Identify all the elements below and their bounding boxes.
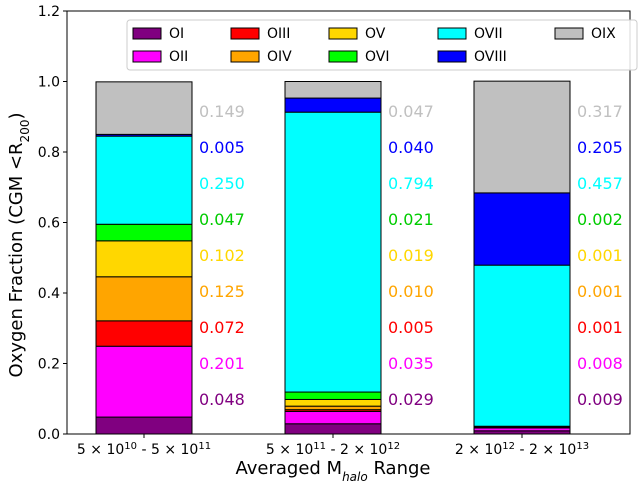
- value-label-oiii-3: 0.001: [577, 318, 623, 337]
- legend-label-ov: OV: [365, 26, 386, 42]
- y-tick-label: 0.2: [38, 357, 60, 373]
- bar-segment-oii-2: [284, 410, 382, 425]
- legend-swatch-oi: [132, 27, 162, 40]
- y-axis-title-main: Oxygen Fraction (CGM <R: [6, 142, 27, 377]
- value-label-ovi-2: 0.021: [388, 210, 434, 229]
- x-axis-title-end: Range: [368, 458, 431, 479]
- legend-label-oiii: OIII: [267, 26, 290, 42]
- value-label-ovii-3: 0.457: [577, 174, 623, 193]
- bar-segment-oi-1: [95, 416, 193, 435]
- value-label-oi-3: 0.009: [577, 390, 623, 409]
- x-axis-title-sub: halo: [342, 470, 368, 481]
- legend-label-ovi: OVI: [365, 49, 389, 65]
- legend-label-ovii: OVII: [474, 26, 503, 42]
- legend: OI OII OIII OIV OV OVI OVII OVIII OIX: [126, 19, 638, 71]
- value-label-ovi-1: 0.047: [199, 210, 245, 229]
- value-label-oix-3: 0.317: [577, 102, 623, 121]
- bar-segment-oiv-1: [95, 276, 193, 322]
- bar-segment-oix-2: [284, 81, 382, 99]
- x-tick-base: - 2 × 10: [515, 442, 576, 458]
- x-axis-title-main: Averaged M: [235, 458, 342, 479]
- value-label-ov-2: 0.019: [388, 246, 434, 265]
- bar-segment-ovii-2: [284, 111, 382, 393]
- legend-label-oviii: OVIII: [474, 49, 507, 65]
- x-tick-base: - 5 × 10: [137, 442, 198, 458]
- bar-segment-oix-3: [473, 80, 571, 194]
- x-tick-base: 5 × 10: [77, 442, 124, 458]
- y-tick-label: 1.0: [38, 75, 60, 91]
- value-label-oix-2: 0.047: [388, 102, 434, 121]
- bar-segment-oii-1: [95, 345, 193, 418]
- y-axis-title: Oxygen Fraction (CGM <R200): [6, 113, 32, 378]
- plot-area: 0.149 0.005 0.250 0.047 0.102 0.125 0.072 0.201…: [95, 80, 623, 435]
- value-label-oii-2: 0.035: [388, 354, 434, 373]
- value-label-oi-1: 0.048: [199, 390, 245, 409]
- bar-segment-ovi-1: [95, 223, 193, 242]
- y-tick-label: 0.4: [38, 286, 60, 302]
- legend-swatch-oii: [132, 50, 162, 63]
- value-label-oii-1: 0.201: [199, 354, 245, 373]
- x-tick-label: 2 × 1012 - 2 × 1013: [455, 441, 589, 459]
- legend-swatch-oiii: [230, 27, 260, 40]
- value-label-ovi-3: 0.002: [577, 210, 623, 229]
- y-axis-title-end: ): [6, 113, 27, 120]
- value-label-ov-1: 0.102: [199, 246, 245, 265]
- legend-label-oiv: OIV: [267, 49, 292, 65]
- x-tick-label: 5 × 1011 - 2 × 1012: [266, 441, 400, 459]
- bar-segment-ovii-1: [95, 135, 193, 225]
- value-label-oviii-2: 0.040: [388, 138, 434, 157]
- value-label-oiii-2: 0.005: [388, 318, 434, 337]
- value-label-oix-1: 0.149: [199, 102, 245, 121]
- bar-segment-oviii-2: [284, 97, 382, 113]
- x-tick-exponent: 12: [387, 441, 400, 452]
- legend-label-oix: OIX: [591, 26, 616, 42]
- y-tick-label: 1.2: [38, 4, 60, 20]
- y-tick-label: 0.0: [38, 427, 60, 443]
- value-label-oiii-1: 0.072: [199, 318, 245, 337]
- y-axis-title-sub: 200: [18, 120, 32, 143]
- bar-segment-oix-1: [95, 81, 193, 135]
- y-tick-label: 0.6: [38, 216, 60, 232]
- x-tick-base: 5 × 10: [266, 442, 313, 458]
- legend-swatch-ovi: [328, 50, 358, 63]
- bar-segment-oiv-2: [284, 405, 382, 411]
- bar-segment-oi-2: [284, 423, 382, 435]
- legend-swatch-oix: [554, 27, 584, 40]
- value-label-ovii-1: 0.250: [199, 174, 245, 193]
- legend-swatch-ovii: [437, 27, 467, 40]
- x-tick-exponent: 11: [313, 441, 326, 452]
- bar-segment-ov-1: [95, 240, 193, 278]
- x-tick-base: - 2 × 10: [326, 442, 387, 458]
- legend-label-oi: OI: [169, 26, 184, 42]
- value-label-ov-3: 0.001: [577, 246, 623, 265]
- bar-segment-oviii-3: [473, 192, 571, 266]
- x-tick-exponent: 13: [576, 441, 589, 452]
- legend-swatch-oviii: [437, 50, 467, 63]
- value-label-oiv-1: 0.125: [199, 282, 245, 301]
- value-label-oviii-3: 0.205: [577, 138, 623, 157]
- bar-segment-ovi-2: [284, 391, 382, 400]
- x-tick-base: 2 × 10: [455, 442, 502, 458]
- legend-label-oii: OII: [169, 49, 188, 65]
- value-label-ovii-2: 0.794: [388, 174, 434, 193]
- x-tick-exponent: 11: [198, 441, 211, 452]
- axes: 0.00.20.40.60.81.01.25 × 1010 - 5 × 1011…: [38, 4, 631, 459]
- value-label-oviii-1: 0.005: [199, 138, 245, 157]
- legend-swatch-oiv: [230, 50, 260, 63]
- bar-segment-oiii-1: [95, 320, 193, 347]
- x-tick-exponent: 10: [124, 441, 137, 452]
- legend-swatch-ov: [328, 27, 358, 40]
- value-label-oiv-3: 0.001: [577, 282, 623, 301]
- bar-segment-ovii-3: [473, 264, 571, 427]
- value-label-oi-2: 0.029: [388, 390, 434, 409]
- x-tick-exponent: 12: [502, 441, 515, 452]
- bar-segment-ov-2: [284, 398, 382, 407]
- y-tick-label: 0.8: [38, 145, 60, 161]
- value-label-oiv-2: 0.010: [388, 282, 434, 301]
- value-label-oii-3: 0.008: [577, 354, 623, 373]
- x-axis-title: Averaged Mhalo Range: [235, 458, 430, 481]
- x-tick-label: 5 × 1010 - 5 × 1011: [77, 441, 211, 459]
